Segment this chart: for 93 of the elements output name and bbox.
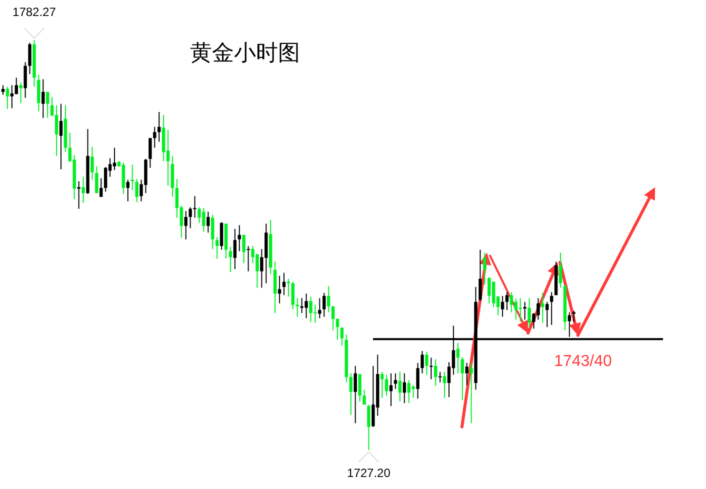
- candlestick: [153, 126, 156, 148]
- candlestick: [483, 252, 486, 286]
- candlestick: [95, 166, 98, 194]
- candlestick: [246, 246, 250, 272]
- candlestick: [242, 234, 246, 264]
- candlestick: [10, 84, 14, 109]
- annotation: 1727.20: [347, 466, 391, 480]
- candlestick: [528, 298, 531, 328]
- candlestick: [42, 78, 45, 118]
- candlestick: [558, 252, 562, 288]
- candlestick: [14, 77, 18, 95]
- candlestick: [572, 310, 576, 322]
- candlestick: [442, 371, 446, 398]
- candlestick: [193, 196, 196, 218]
- candlestick: [331, 306, 335, 331]
- candlestick: [211, 214, 214, 250]
- candlestick: [416, 362, 420, 400]
- candlestick: [478, 249, 482, 302]
- candlestick: [322, 292, 326, 318]
- candlestick: [336, 318, 340, 340]
- candlestick: [170, 155, 174, 198]
- candlestick: [184, 210, 188, 240]
- candlestick: [291, 281, 294, 310]
- candlestick: [389, 372, 393, 407]
- candlestick: [19, 82, 22, 104]
- candlestick: [358, 374, 362, 402]
- chart-title: 黄金小时图: [190, 40, 300, 65]
- candlestick: [380, 371, 384, 398]
- candlestick: [296, 298, 299, 318]
- candlestick: [148, 138, 152, 168]
- candlestick: [412, 384, 415, 398]
- candlestick: [465, 362, 468, 386]
- candlestick: [278, 275, 282, 304]
- candlestick: [135, 178, 138, 203]
- annotation: 1743/40: [554, 353, 612, 370]
- candlestick: [1, 84, 5, 96]
- candlestick: [37, 74, 40, 112]
- candlestick: [46, 91, 50, 118]
- candlestick: [362, 389, 366, 406]
- candlestick: [233, 228, 237, 270]
- candlestick: [54, 104, 58, 156]
- candlestick: [112, 147, 116, 171]
- candlestick: [349, 372, 352, 416]
- candlestick: [188, 206, 192, 229]
- candlestick: [505, 292, 509, 311]
- candlestick: [500, 295, 504, 318]
- candlestick: [158, 111, 161, 142]
- candlestick: [215, 236, 219, 260]
- candlestick: [518, 298, 522, 322]
- candlestick: [104, 166, 108, 192]
- candlestick: [220, 222, 224, 250]
- candlestick: [546, 301, 549, 328]
- candlestick: [282, 272, 286, 296]
- candlestick: [354, 365, 357, 424]
- candlestick: [456, 342, 460, 374]
- candlestick: [398, 371, 402, 402]
- candlestick: [90, 146, 94, 180]
- candlestick: [122, 162, 126, 194]
- candlestick: [228, 246, 232, 273]
- candlestick: [126, 179, 130, 202]
- candlestick: [318, 298, 322, 319]
- candlestick: [273, 261, 277, 314]
- candlestick: [541, 292, 544, 324]
- candlestick: [430, 357, 433, 380]
- candlestick: [550, 292, 554, 326]
- candlestick: [100, 178, 103, 198]
- candlestick: [6, 86, 10, 110]
- candlestick: [340, 326, 344, 346]
- candlestick: [367, 404, 370, 450]
- candlestick: [59, 103, 63, 170]
- candlestick: [402, 372, 406, 404]
- candlestick: [77, 180, 80, 210]
- candlestick: [326, 286, 330, 313]
- candlestick: [488, 276, 491, 304]
- candlestick: [82, 176, 85, 204]
- candlestick: [130, 164, 134, 191]
- candlestick: [470, 362, 473, 424]
- candlestick: [420, 350, 424, 374]
- candlestick: [460, 356, 464, 401]
- candlestick: [372, 365, 375, 428]
- candlestick: [510, 292, 514, 313]
- candlestick: [425, 351, 428, 376]
- candlestick: [384, 374, 388, 396]
- candlestick: [28, 42, 32, 75]
- candlestick: [523, 301, 526, 320]
- candlestick: [206, 211, 210, 234]
- candlestick: [434, 358, 438, 386]
- candlestick: [24, 62, 27, 98]
- candlestick: [438, 371, 442, 383]
- candlestick: [286, 278, 290, 298]
- candlestick: [166, 129, 170, 186]
- candlestick: [238, 224, 241, 252]
- annotation: 1782.27: [12, 5, 56, 19]
